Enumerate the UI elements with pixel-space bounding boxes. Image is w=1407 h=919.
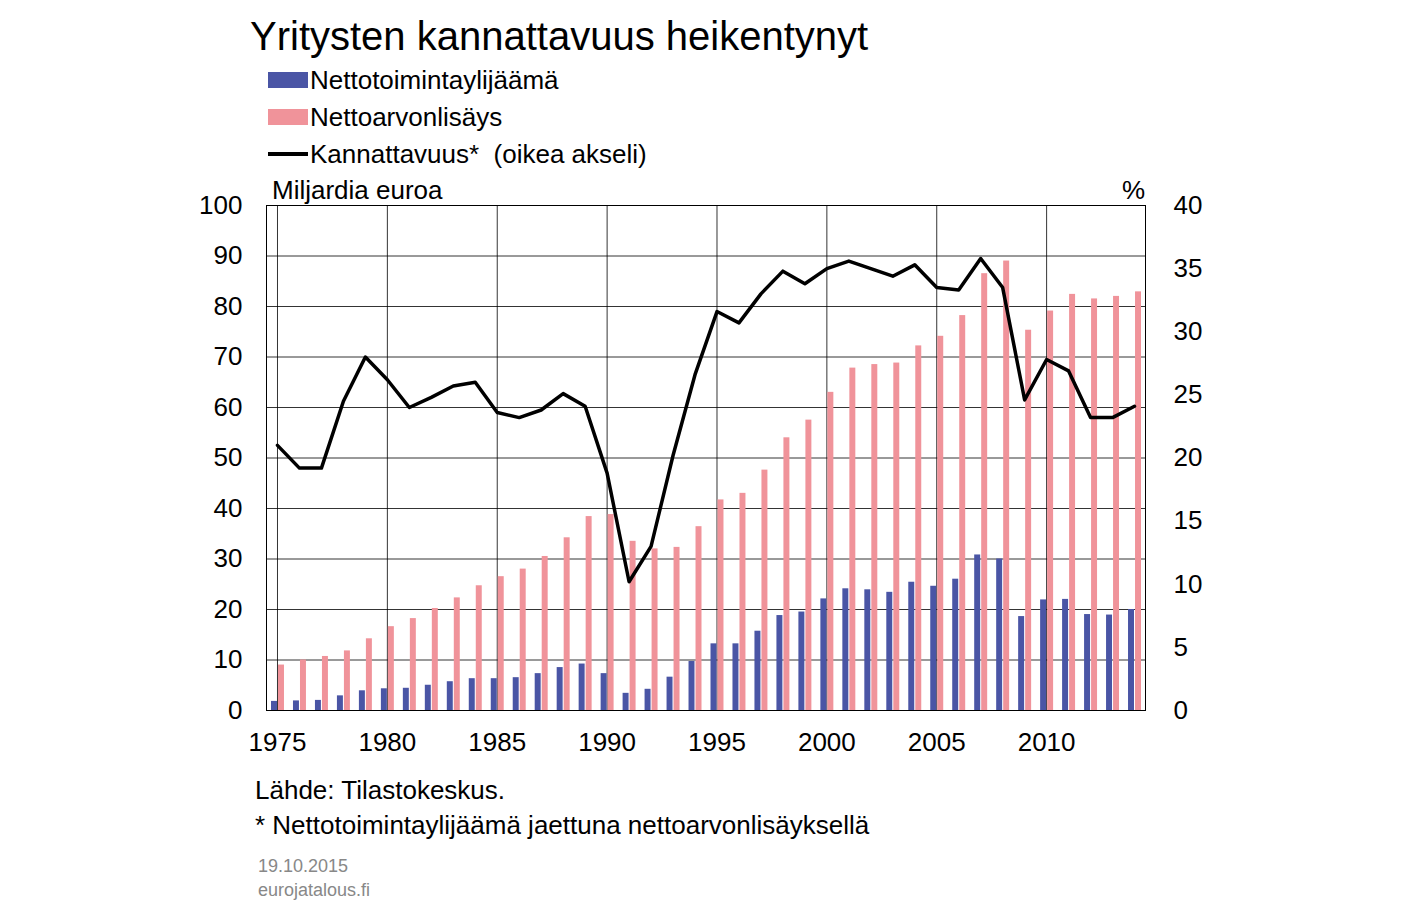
html-text:Lähde: Tilastokeskus.: Lähde: Tilastokeskus. xyxy=(255,775,505,805)
svg-text:60: 60 xyxy=(214,392,243,422)
html-text:Kannattavuus* (oikea akseli): Kannattavuus* (oikea akseli) xyxy=(310,139,647,169)
html-text:19.10.2015: 19.10.2015 xyxy=(258,856,349,876)
svg-text:0: 0 xyxy=(1174,695,1188,725)
svg-text:100: 100 xyxy=(199,190,242,220)
svg-text:2000: 2000 xyxy=(798,727,856,757)
svg-text:20: 20 xyxy=(1174,442,1203,472)
svg-text:20: 20 xyxy=(214,594,243,624)
svg-text:1980: 1980 xyxy=(358,727,416,757)
svg-text:30: 30 xyxy=(214,543,243,573)
svg-text:40: 40 xyxy=(1174,190,1203,220)
html-text:Miljardia euroa: Miljardia euroa xyxy=(272,175,443,205)
svg-text:2010: 2010 xyxy=(1018,727,1076,757)
svg-text:1975: 1975 xyxy=(249,727,307,757)
html-text:Nettotoimintaylijäämä: Nettotoimintaylijäämä xyxy=(310,65,559,95)
svg-text:10: 10 xyxy=(214,644,243,674)
html-text:* Nettotoimintaylijäämä jaettu: * Nettotoimintaylijäämä jaettuna nettoar… xyxy=(255,810,870,840)
svg-text:1985: 1985 xyxy=(468,727,526,757)
svg-text:0: 0 xyxy=(228,695,242,725)
svg-text:40: 40 xyxy=(214,493,243,523)
svg-text:90: 90 xyxy=(214,240,243,270)
svg-text:1990: 1990 xyxy=(578,727,636,757)
html-text:eurojatalous.fi: eurojatalous.fi xyxy=(258,880,371,900)
svg-text:1995: 1995 xyxy=(688,727,746,757)
svg-text:2005: 2005 xyxy=(908,727,966,757)
svg-text:50: 50 xyxy=(214,442,243,472)
svg-text:30: 30 xyxy=(1174,316,1203,346)
svg-text:25: 25 xyxy=(1174,379,1203,409)
svg-text:15: 15 xyxy=(1174,505,1203,535)
svg-text:80: 80 xyxy=(214,291,243,321)
svg-text:35: 35 xyxy=(1174,253,1203,283)
html-text:Nettoarvonlisäys: Nettoarvonlisäys xyxy=(310,102,503,132)
svg-text:70: 70 xyxy=(214,341,243,371)
html-text:Yritysten kannattavuus heikent: Yritysten kannattavuus heikentynyt xyxy=(250,14,869,58)
svg-text:5: 5 xyxy=(1174,632,1188,662)
svg-text:10: 10 xyxy=(1174,569,1203,599)
